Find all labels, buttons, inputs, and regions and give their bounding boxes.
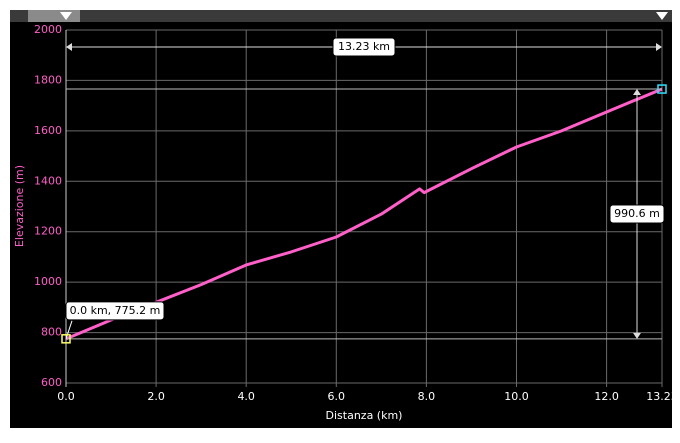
label-box — [609, 204, 665, 224]
range-bar — [10, 10, 672, 22]
y-tick-label: 1000 — [34, 275, 62, 288]
range-handle[interactable] — [656, 12, 668, 20]
start-label: 0.0 km, 775.2 m — [70, 304, 161, 317]
x-tick-label: 8.0 — [418, 390, 436, 403]
y-tick-label: 1800 — [34, 73, 62, 86]
label-box — [332, 37, 396, 57]
y-axis-label: Elevazione (m) — [13, 165, 26, 247]
x-tick-label: 0.0 — [57, 390, 75, 403]
label-leader — [65, 320, 73, 339]
y-tick-label: 600 — [41, 376, 62, 389]
y-tick-label: 1200 — [34, 225, 62, 238]
y-tick-label: 800 — [41, 326, 62, 339]
x-tick-label: 13.23 — [646, 390, 678, 403]
y-tick-label: 1600 — [34, 124, 62, 137]
x-tick-label: 4.0 — [237, 390, 255, 403]
end-marker — [657, 84, 667, 94]
x-tick-label: 10.0 — [504, 390, 529, 403]
range-handle[interactable] — [60, 12, 72, 20]
y-tick-label: 1400 — [34, 174, 62, 187]
elevation-line — [65, 87, 663, 341]
x-tick-label: 2.0 — [147, 390, 165, 403]
x-tick-label: 12.0 — [594, 390, 619, 403]
start-marker — [61, 334, 71, 344]
x-tick-label: 6.0 — [328, 390, 346, 403]
label-box — [65, 301, 165, 321]
y-tick-label: 2000 — [34, 23, 62, 36]
distance-label: 13.23 km — [338, 40, 390, 53]
x-axis-label: Distanza (km) — [326, 409, 403, 422]
gain-label: 990.6 m — [614, 207, 660, 220]
range-thumb[interactable] — [28, 10, 80, 22]
background — [10, 10, 672, 428]
